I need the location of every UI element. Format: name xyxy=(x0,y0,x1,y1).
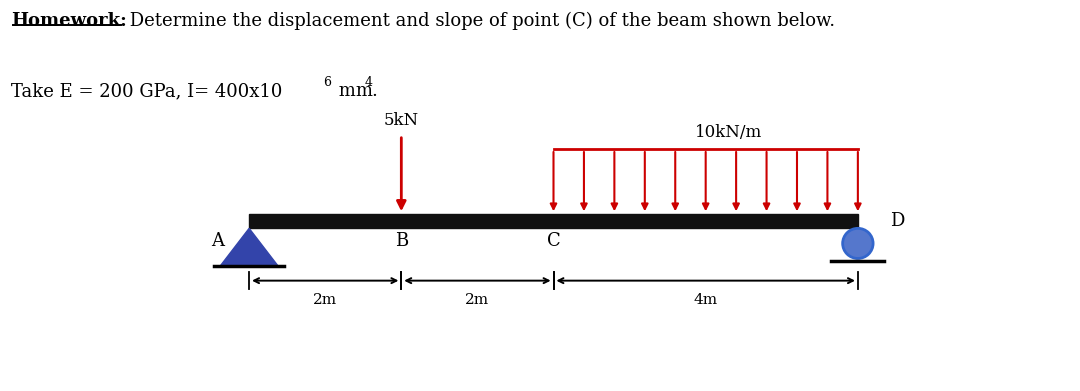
Text: Determine the displacement and slope of point (C) of the beam shown below.: Determine the displacement and slope of … xyxy=(124,12,835,30)
Text: 4: 4 xyxy=(365,76,373,89)
Text: 10kN/m: 10kN/m xyxy=(694,124,762,141)
Text: D: D xyxy=(890,212,904,230)
Ellipse shape xyxy=(842,228,873,258)
Bar xyxy=(249,214,858,228)
Text: .: . xyxy=(372,82,377,100)
Text: C: C xyxy=(546,232,561,250)
Polygon shape xyxy=(220,228,278,266)
Text: 6: 6 xyxy=(323,76,330,89)
Text: 4m: 4m xyxy=(693,292,718,307)
Text: B: B xyxy=(394,232,408,250)
Text: 2m: 2m xyxy=(465,292,489,307)
Text: 2m: 2m xyxy=(313,292,337,307)
Text: Take E = 200 GPa, I= 400x10: Take E = 200 GPa, I= 400x10 xyxy=(11,82,282,100)
Text: mm: mm xyxy=(333,82,373,100)
Text: 5kN: 5kN xyxy=(383,112,419,129)
Text: Homework:: Homework: xyxy=(11,12,126,30)
Text: A: A xyxy=(211,232,224,250)
